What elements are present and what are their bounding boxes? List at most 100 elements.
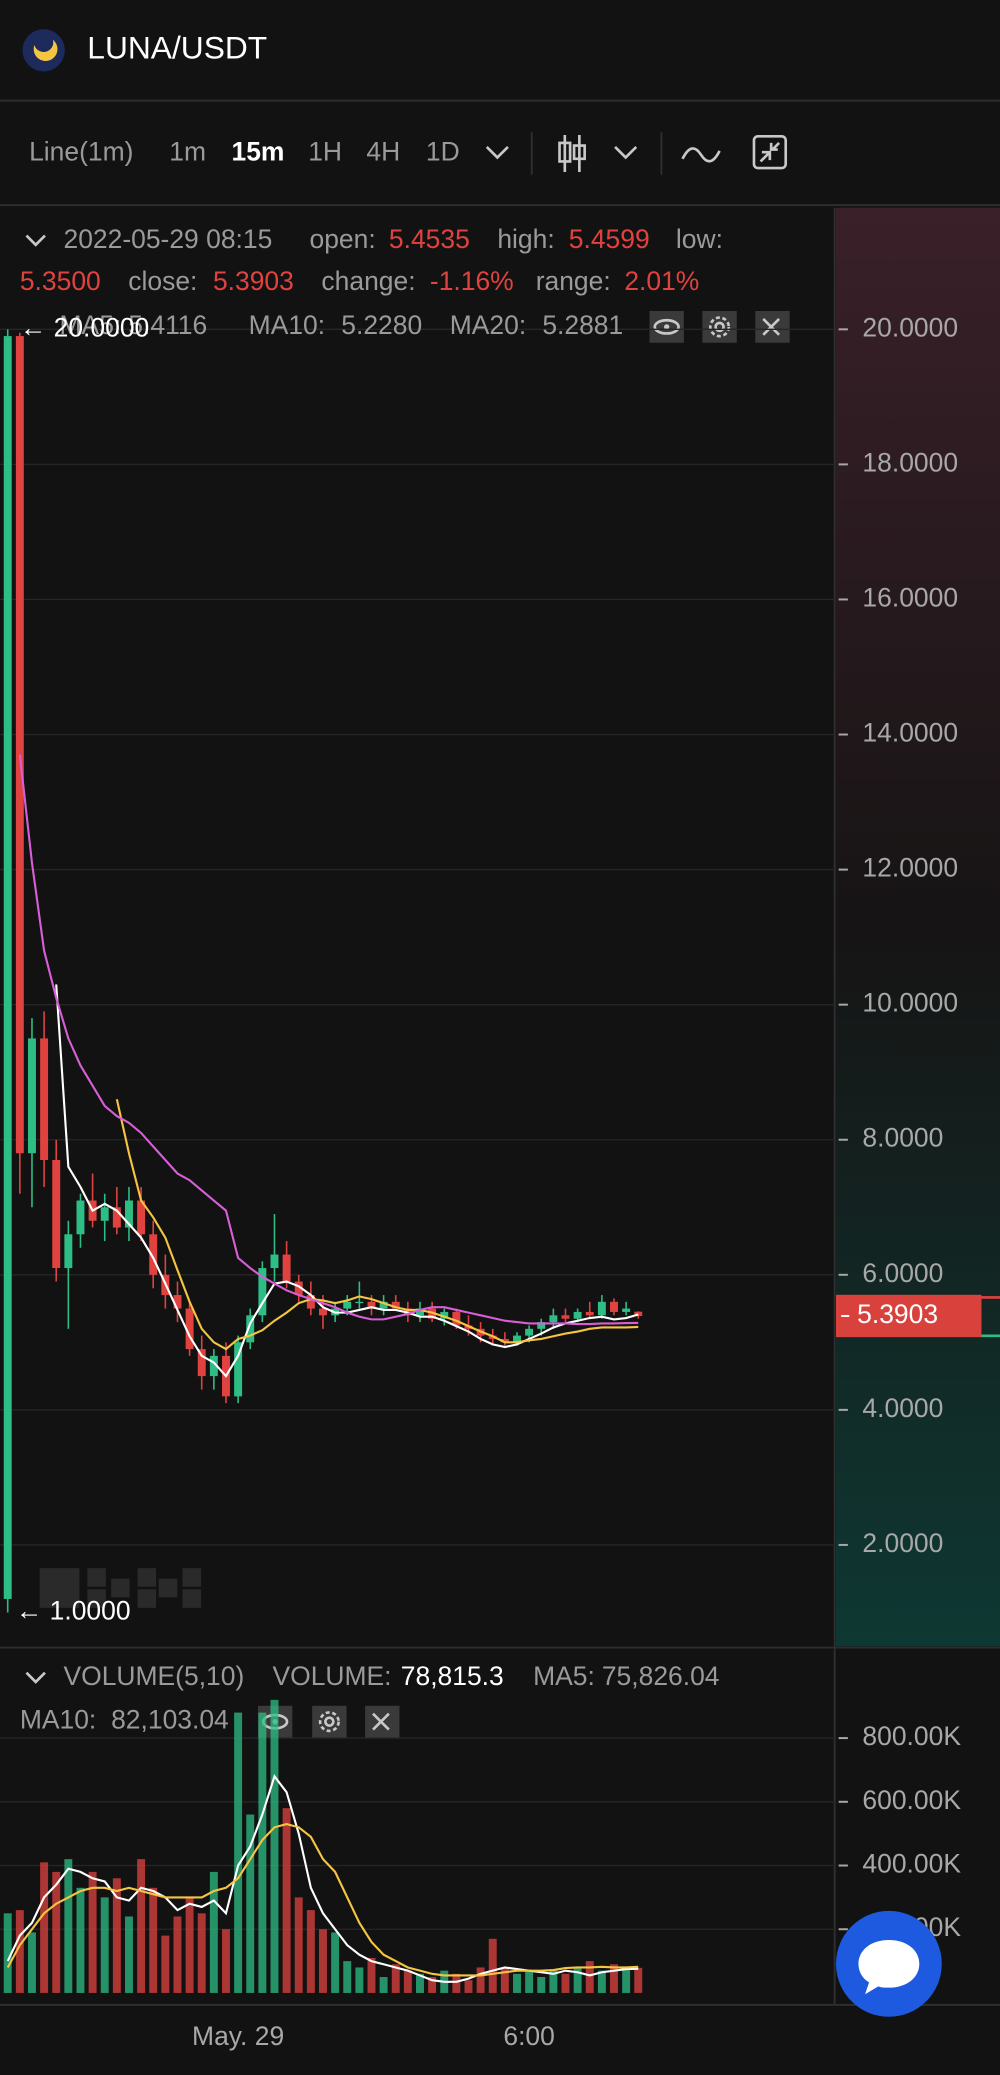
interval-tab[interactable]: 1m xyxy=(169,136,206,166)
info-label: range: xyxy=(536,266,611,296)
candle-body xyxy=(597,1301,606,1316)
ma-value: 5.2881 xyxy=(542,310,623,340)
volume-bar xyxy=(197,1913,206,1993)
chat-button[interactable] xyxy=(835,1910,942,2017)
info-value: 5.4535 xyxy=(389,224,470,254)
ma-settings[interactable] xyxy=(702,310,737,343)
candle-time: 2022-05-29 08:15 xyxy=(63,224,272,254)
candle-body xyxy=(367,1301,376,1309)
candle-body xyxy=(100,1207,109,1221)
volume-ma-label: MA5: xyxy=(533,1661,595,1691)
y-tick-label: 400.00K xyxy=(862,1849,961,1879)
volume-bar xyxy=(428,1977,437,1993)
candle-type-button[interactable] xyxy=(558,134,586,173)
volume-bar xyxy=(622,1967,631,1993)
volume-bar xyxy=(585,1961,594,1993)
candle-body xyxy=(52,1159,61,1269)
coin-logo-moon xyxy=(33,39,58,61)
candle-body xyxy=(112,1207,121,1228)
y-tick-label: 4.0000 xyxy=(862,1393,943,1423)
x-tick-label: May. 29 xyxy=(192,2021,284,2051)
volume-bar xyxy=(513,1973,521,1993)
volume-bar xyxy=(149,1887,158,1993)
interval-more[interactable] xyxy=(485,145,509,160)
volume-bar xyxy=(634,1967,643,1993)
volume-close[interactable] xyxy=(365,1705,400,1738)
candle-body xyxy=(137,1200,146,1235)
candle-body xyxy=(319,1308,327,1316)
chart-type-more[interactable] xyxy=(614,145,638,160)
volume-current: 78,815.3 xyxy=(401,1661,504,1691)
info-label: open: xyxy=(310,224,376,254)
interval-tab[interactable]: 1D xyxy=(426,136,460,166)
volume-bar xyxy=(88,1871,97,1993)
volume-bar xyxy=(258,1712,267,1993)
ma-value: 5.2280 xyxy=(341,310,422,340)
y-tick-label: 8.0000 xyxy=(862,1123,943,1153)
candle-body xyxy=(294,1281,303,1296)
volume-bar xyxy=(209,1871,218,1993)
candle-body xyxy=(525,1328,534,1336)
interval-tab[interactable]: 15m xyxy=(231,136,284,166)
coin-logo xyxy=(22,29,65,72)
volume-bar xyxy=(500,1967,509,1993)
candle-body xyxy=(634,1311,643,1316)
y-tick-label: 20.0000 xyxy=(862,312,958,342)
low-marker: ← 1.0000 xyxy=(16,1595,131,1625)
candle-body xyxy=(270,1254,279,1269)
volume-bar xyxy=(343,1961,352,1993)
ma-value: 5.4116 xyxy=(128,310,207,340)
volume-settings[interactable] xyxy=(312,1705,347,1738)
candle-body xyxy=(197,1349,206,1377)
volume-bar xyxy=(64,1859,73,1993)
volume-bar xyxy=(537,1977,546,1993)
candle-body xyxy=(391,1301,400,1309)
ma-line xyxy=(115,1098,639,1351)
candle-body xyxy=(76,1200,85,1235)
volume-bar xyxy=(234,1712,243,1993)
interval-tab[interactable]: 1H xyxy=(308,136,342,166)
volume-bar xyxy=(282,1808,291,1993)
chat-bubble xyxy=(858,1940,920,1995)
volume-bar xyxy=(597,1970,606,1993)
volume-bar xyxy=(379,1977,388,1993)
y-tick-label: 2.0000 xyxy=(862,1528,943,1558)
volume-bar xyxy=(15,1910,24,1993)
interval-tab[interactable]: 4H xyxy=(366,136,400,166)
info-label: high: xyxy=(497,224,554,254)
volume-ma-label: MA10: xyxy=(20,1705,96,1735)
volume-label: VOLUME: xyxy=(272,1661,391,1691)
ma-close[interactable] xyxy=(755,310,790,343)
volume-ma-value: 75,826.04 xyxy=(602,1661,720,1691)
y-tick-label: 12.0000 xyxy=(862,853,958,883)
info-value: 5.3500 xyxy=(20,266,101,296)
volume-bar xyxy=(561,1973,570,1993)
volume-bar xyxy=(222,1929,230,1993)
last-price-tag xyxy=(835,1294,982,1338)
y-tick-label: 14.0000 xyxy=(862,718,958,748)
volume-bar xyxy=(549,1970,558,1993)
y-tick-label: 16.0000 xyxy=(862,582,958,612)
volume-bar xyxy=(476,1967,485,1993)
volume-bar xyxy=(610,1964,618,1993)
volume-bar xyxy=(319,1929,327,1993)
info-collapse[interactable] xyxy=(25,234,46,247)
ma-label: MA10: xyxy=(249,310,325,340)
y-tick-label: 600.00K xyxy=(862,1785,961,1815)
ma-line xyxy=(18,754,639,1326)
collapse-button[interactable] xyxy=(752,134,788,170)
candle-body xyxy=(610,1301,618,1312)
volume-bar xyxy=(185,1897,194,1993)
ma-visibility[interactable] xyxy=(649,310,684,343)
volume-bar xyxy=(452,1973,461,1993)
volume-collapse[interactable] xyxy=(25,1671,46,1684)
ma-label: MA5: xyxy=(60,310,122,340)
volume-bar xyxy=(367,1957,376,1993)
candle-body xyxy=(585,1311,594,1316)
candle-body xyxy=(282,1254,291,1282)
indicator-button[interactable] xyxy=(681,147,721,163)
interval-tab[interactable]: Line(1m) xyxy=(29,136,133,166)
y-tick-label: 10.0000 xyxy=(862,988,958,1018)
